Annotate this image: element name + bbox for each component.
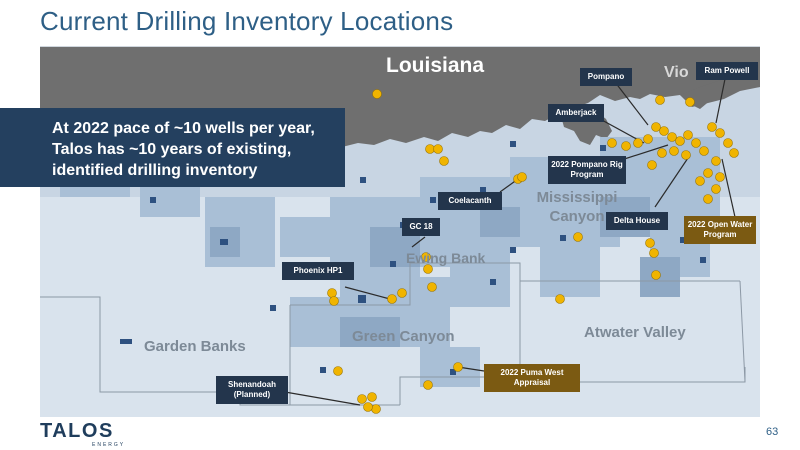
label-gc18: GC 18: [402, 218, 440, 236]
area-label-ewing-bank: Ewing Bank: [406, 250, 486, 266]
label-coelacanth: Coelacanth: [438, 192, 502, 210]
callout-box: At 2022 pace of ~10 wells per year, Talo…: [0, 108, 345, 187]
label-pompano: Pompano: [580, 68, 632, 86]
label-puma-west: 2022 Puma West Appraisal: [484, 364, 580, 392]
area-label-green-canyon: Green Canyon: [352, 328, 455, 345]
area-label-garden-banks: Garden Banks: [144, 338, 246, 355]
logo-text: TALOS: [40, 420, 114, 442]
label-phoenix: Phoenix HP1: [282, 262, 354, 280]
logo-subtext: ENERGY: [92, 442, 126, 448]
title-divider: [40, 46, 760, 47]
east-land: [680, 73, 760, 107]
label-delta-house: Delta House: [606, 212, 668, 230]
label-amberjack: Amberjack: [548, 104, 604, 122]
well-markers: [327, 89, 739, 414]
state-label: Louisiana: [386, 54, 485, 77]
company-logo: TALOS ENERGY: [40, 420, 123, 448]
label-ram-powell: Ram Powell: [696, 62, 758, 80]
area-label-mississippi-canyon: Mississippi Canyon: [536, 189, 618, 225]
label-shenandoah: Shenandoah (Planned): [216, 376, 288, 404]
area-label-atwater-valley: Atwater Valley: [584, 324, 686, 341]
label-pompano-rig: 2022 Pompano Rig Program: [548, 156, 626, 184]
label-open-water: 2022 Open Water Program: [684, 216, 756, 244]
callout-text: At 2022 pace of ~10 wells per year, Talo…: [52, 120, 315, 179]
page-title: Current Drilling Inventory Locations: [40, 6, 454, 36]
page-number: 63: [766, 426, 779, 438]
partial-label: Vio: [664, 64, 689, 81]
gulf-map: [40, 47, 760, 417]
